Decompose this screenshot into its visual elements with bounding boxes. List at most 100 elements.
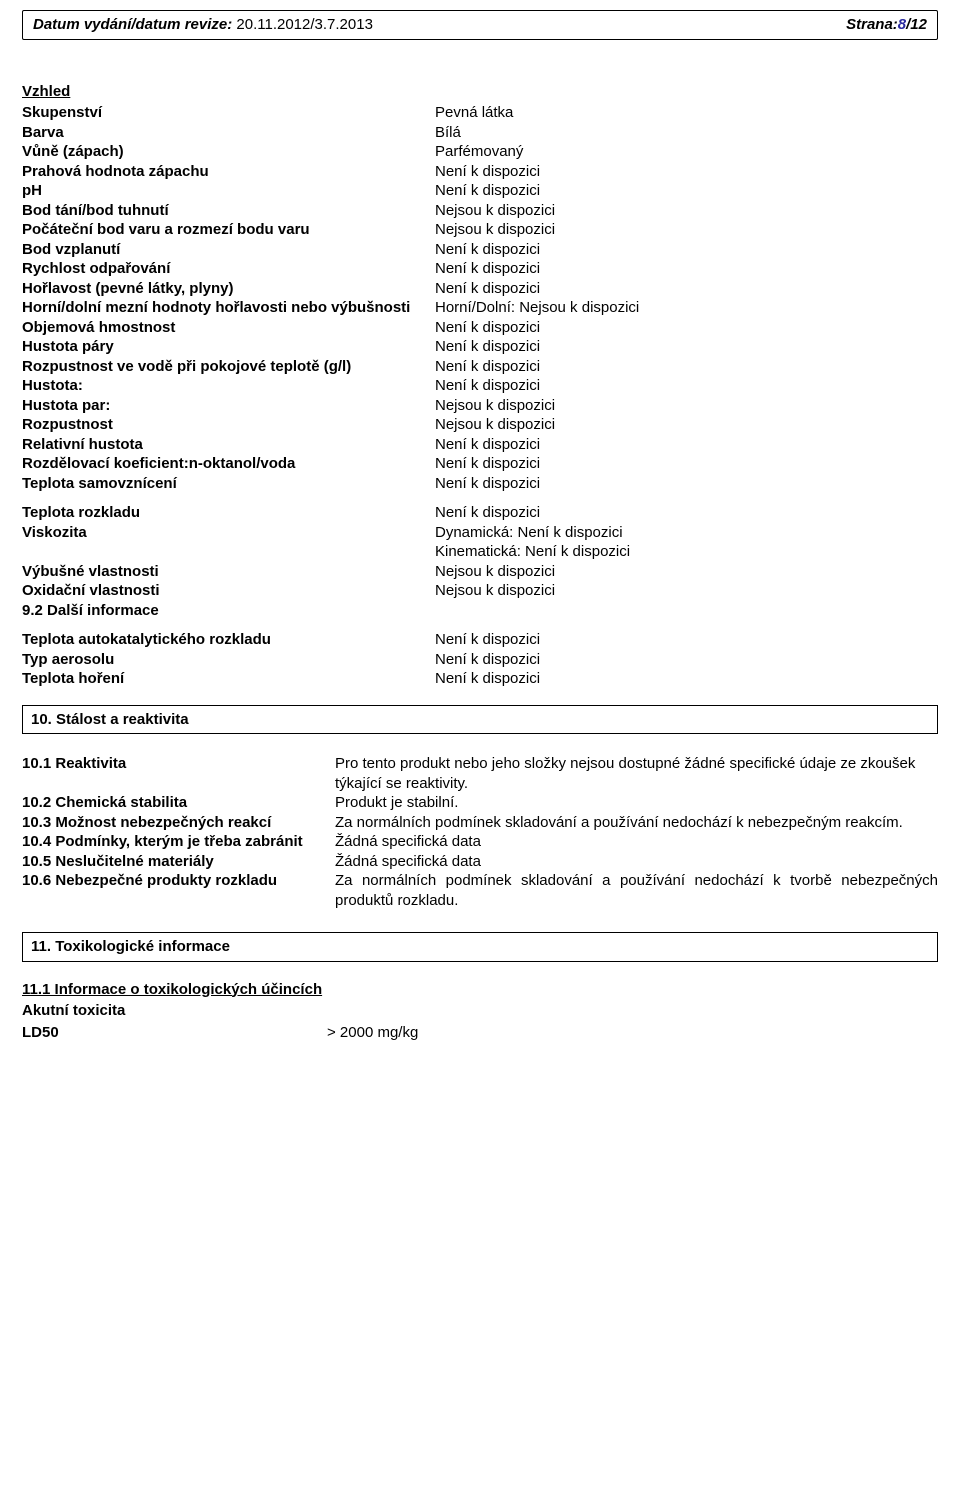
property-row: Rozpustnost ve vodě při pokojové teplotě…	[22, 357, 938, 377]
strana-label: Strana:	[846, 16, 898, 33]
property-label: 10.1 Reaktivita	[22, 754, 335, 793]
property-label: Teplota hoření	[22, 669, 435, 689]
property-value: Není k dispozici	[435, 454, 938, 474]
property-value: Není k dispozici	[435, 435, 938, 455]
property-label: Objemová hmostnost	[22, 318, 435, 338]
property-value: Bílá	[435, 123, 938, 143]
property-value: Není k dispozici	[435, 650, 938, 670]
property-row: Prahová hodnota zápachuNení k dispozici	[22, 162, 938, 182]
datum-value: 20.11.2012/3.7.2013	[236, 16, 373, 33]
property-value: Nejsou k dispozici	[435, 581, 938, 601]
property-label: Hořlavost (pevné látky, plyny)	[22, 279, 435, 299]
page-current: 8	[898, 16, 906, 33]
property-value: Nejsou k dispozici	[435, 396, 938, 416]
property-value: Není k dispozici	[435, 240, 938, 260]
property-value: Za normálních podmínek skladování a použ…	[335, 813, 938, 833]
property-row: Teplota hořeníNení k dispozici	[22, 669, 938, 689]
property-label: Rozpustnost ve vodě při pokojové teplotě…	[22, 357, 435, 377]
vzhled-heading: Vzhled	[22, 82, 938, 102]
property-row: Hustota:Není k dispozici	[22, 376, 938, 396]
property-label: Prahová hodnota zápachu	[22, 162, 435, 182]
section-10-title: 10. Stálost a reaktivita	[22, 705, 938, 735]
property-row: 10.4 Podmínky, kterým je třeba zabránitŽ…	[22, 832, 938, 852]
property-label: Hustota par:	[22, 396, 435, 416]
property-label	[22, 542, 435, 562]
property-value: Není k dispozici	[435, 669, 938, 689]
property-value: Není k dispozici	[435, 630, 938, 650]
property-value: Není k dispozici	[435, 376, 938, 396]
property-row: Typ aerosoluNení k dispozici	[22, 650, 938, 670]
property-value: Nejsou k dispozici	[435, 220, 938, 240]
property-value: Horní/Dolní: Nejsou k dispozici	[435, 298, 938, 318]
property-row: SkupenstvíPevná látka	[22, 103, 938, 123]
property-label: 10.5 Neslučitelné materiály	[22, 852, 335, 872]
property-row: Kinematická: Není k dispozici	[22, 542, 938, 562]
property-label: Relativní hustota	[22, 435, 435, 455]
property-value: Není k dispozici	[435, 259, 938, 279]
property-label: Viskozita	[22, 523, 435, 543]
property-label: Skupenství	[22, 103, 435, 123]
property-row: ViskozitaDynamická: Není k dispozici	[22, 523, 938, 543]
property-label: Horní/dolní mezní hodnoty hořlavosti neb…	[22, 298, 435, 318]
property-value: Pevná látka	[435, 103, 938, 123]
property-value: Není k dispozici	[435, 318, 938, 338]
property-row: Teplota rozkladuNení k dispozici	[22, 503, 938, 523]
property-row: Vůně (zápach)Parfémovaný	[22, 142, 938, 162]
section-10-body: 10.1 ReaktivitaPro tento produkt nebo je…	[22, 754, 938, 910]
property-row: Hustota páryNení k dispozici	[22, 337, 938, 357]
property-row: Výbušné vlastnostiNejsou k dispozici	[22, 562, 938, 582]
property-row: 10.6 Nebezpečné produkty rozkladuZa norm…	[22, 871, 938, 910]
property-label: Rychlost odpařování	[22, 259, 435, 279]
property-value: Není k dispozici	[435, 162, 938, 182]
property-row: Počáteční bod varu a rozmezí bodu varuNe…	[22, 220, 938, 240]
property-label: Hustota páry	[22, 337, 435, 357]
sec-11-1-heading: 11.1 Informace o toxikologických účincíc…	[22, 980, 938, 1000]
property-value: Není k dispozici	[435, 357, 938, 377]
header-box: Datum vydání/datum revize: 20.11.2012/3.…	[22, 10, 938, 40]
property-row: Hořlavost (pevné látky, plyny)Není k dis…	[22, 279, 938, 299]
property-label: Oxidační vlastnosti	[22, 581, 435, 601]
property-label: Výbušné vlastnosti	[22, 562, 435, 582]
ld50-label: LD50	[22, 1023, 327, 1043]
property-row: Oxidační vlastnostiNejsou k dispozici	[22, 581, 938, 601]
properties-block: Vzhled SkupenstvíPevná látkaBarvaBíláVůn…	[22, 82, 938, 689]
ld50-value: > 2000 mg/kg	[327, 1023, 938, 1043]
header-right: Strana:8/12	[846, 15, 927, 35]
property-row: 10.5 Neslučitelné materiályŽádná specifi…	[22, 852, 938, 872]
property-value: Produkt je stabilní.	[335, 793, 938, 813]
property-label: Bod vzplanutí	[22, 240, 435, 260]
property-row: 10.1 ReaktivitaPro tento produkt nebo je…	[22, 754, 938, 793]
property-row: RozpustnostNejsou k dispozici	[22, 415, 938, 435]
property-value: Kinematická: Není k dispozici	[435, 542, 938, 562]
property-value: Za normálních podmínek skladování a použ…	[335, 871, 938, 910]
property-row: pHNení k dispozici	[22, 181, 938, 201]
sec-9-2: 9.2 Další informace	[22, 601, 435, 621]
property-label: Rozdělovací koeficient:n-oktanol/voda	[22, 454, 435, 474]
property-label: pH	[22, 181, 435, 201]
property-value: Parfémovaný	[435, 142, 938, 162]
property-row: BarvaBílá	[22, 123, 938, 143]
property-row: Objemová hmostnostNení k dispozici	[22, 318, 938, 338]
property-row: Hustota par:Nejsou k dispozici	[22, 396, 938, 416]
property-value: Není k dispozici	[435, 181, 938, 201]
property-label: 10.4 Podmínky, kterým je třeba zabránit	[22, 832, 335, 852]
property-row: Bod tání/bod tuhnutíNejsou k dispozici	[22, 201, 938, 221]
property-row: Horní/dolní mezní hodnoty hořlavosti neb…	[22, 298, 938, 318]
property-label: Teplota rozkladu	[22, 503, 435, 523]
property-row: Teplota autokatalytického rozkladuNení k…	[22, 630, 938, 650]
property-label: Teplota samovznícení	[22, 474, 435, 494]
akutni-toxicita-label: Akutní toxicita	[22, 1001, 938, 1021]
header-left: Datum vydání/datum revize: 20.11.2012/3.…	[33, 15, 373, 35]
property-label: 10.6 Nebezpečné produkty rozkladu	[22, 871, 335, 910]
property-label: 10.2 Chemická stabilita	[22, 793, 335, 813]
property-row: Teplota samovzníceníNení k dispozici	[22, 474, 938, 494]
property-label: Rozpustnost	[22, 415, 435, 435]
property-label: Barva	[22, 123, 435, 143]
section-11-body: 11.1 Informace o toxikologických účincíc…	[22, 980, 938, 1043]
property-value: Není k dispozici	[435, 337, 938, 357]
property-value: Žádná specifická data	[335, 852, 938, 872]
property-row: 10.3 Možnost nebezpečných reakcíZa normá…	[22, 813, 938, 833]
property-value: Není k dispozici	[435, 474, 938, 494]
property-row: Rychlost odpařováníNení k dispozici	[22, 259, 938, 279]
property-label: Typ aerosolu	[22, 650, 435, 670]
